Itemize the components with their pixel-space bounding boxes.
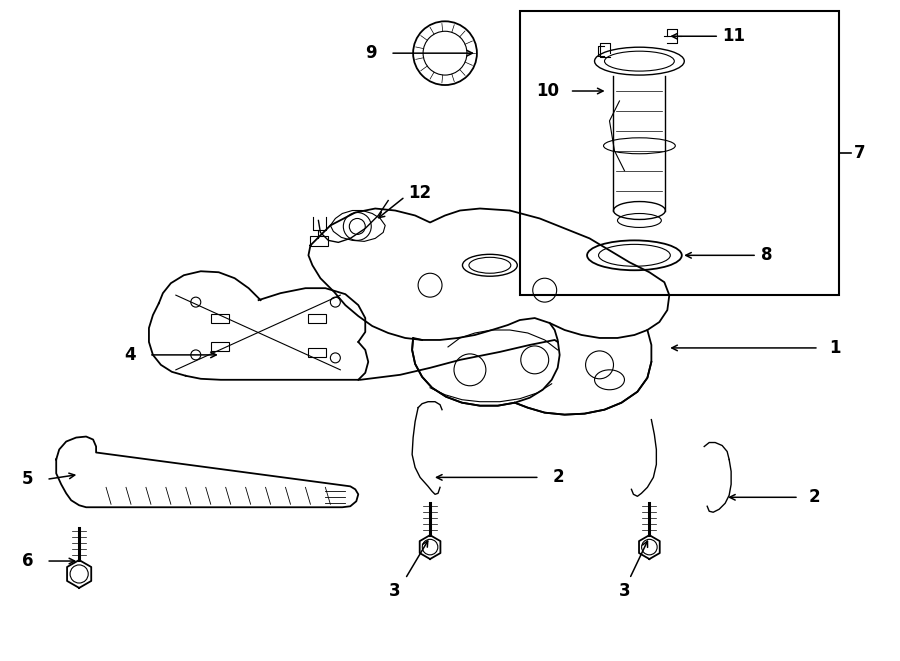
Bar bbox=[520, 11, 839, 295]
Text: 3: 3 bbox=[390, 582, 401, 600]
Bar bbox=[309, 348, 327, 357]
Text: 7: 7 bbox=[854, 143, 866, 162]
Text: 8: 8 bbox=[761, 247, 772, 264]
Bar bbox=[309, 314, 327, 323]
Text: 4: 4 bbox=[124, 346, 136, 364]
Bar bbox=[310, 237, 328, 247]
Text: 10: 10 bbox=[536, 82, 560, 100]
Bar bbox=[211, 314, 229, 323]
Text: 9: 9 bbox=[365, 44, 377, 62]
Text: 2: 2 bbox=[809, 488, 821, 506]
Text: 6: 6 bbox=[22, 552, 33, 570]
Text: 3: 3 bbox=[618, 582, 630, 600]
Text: 1: 1 bbox=[829, 339, 841, 357]
Text: 12: 12 bbox=[408, 184, 431, 202]
Text: 11: 11 bbox=[722, 27, 745, 45]
Bar bbox=[211, 342, 229, 351]
Text: 5: 5 bbox=[22, 471, 33, 488]
Text: 2: 2 bbox=[553, 469, 564, 486]
